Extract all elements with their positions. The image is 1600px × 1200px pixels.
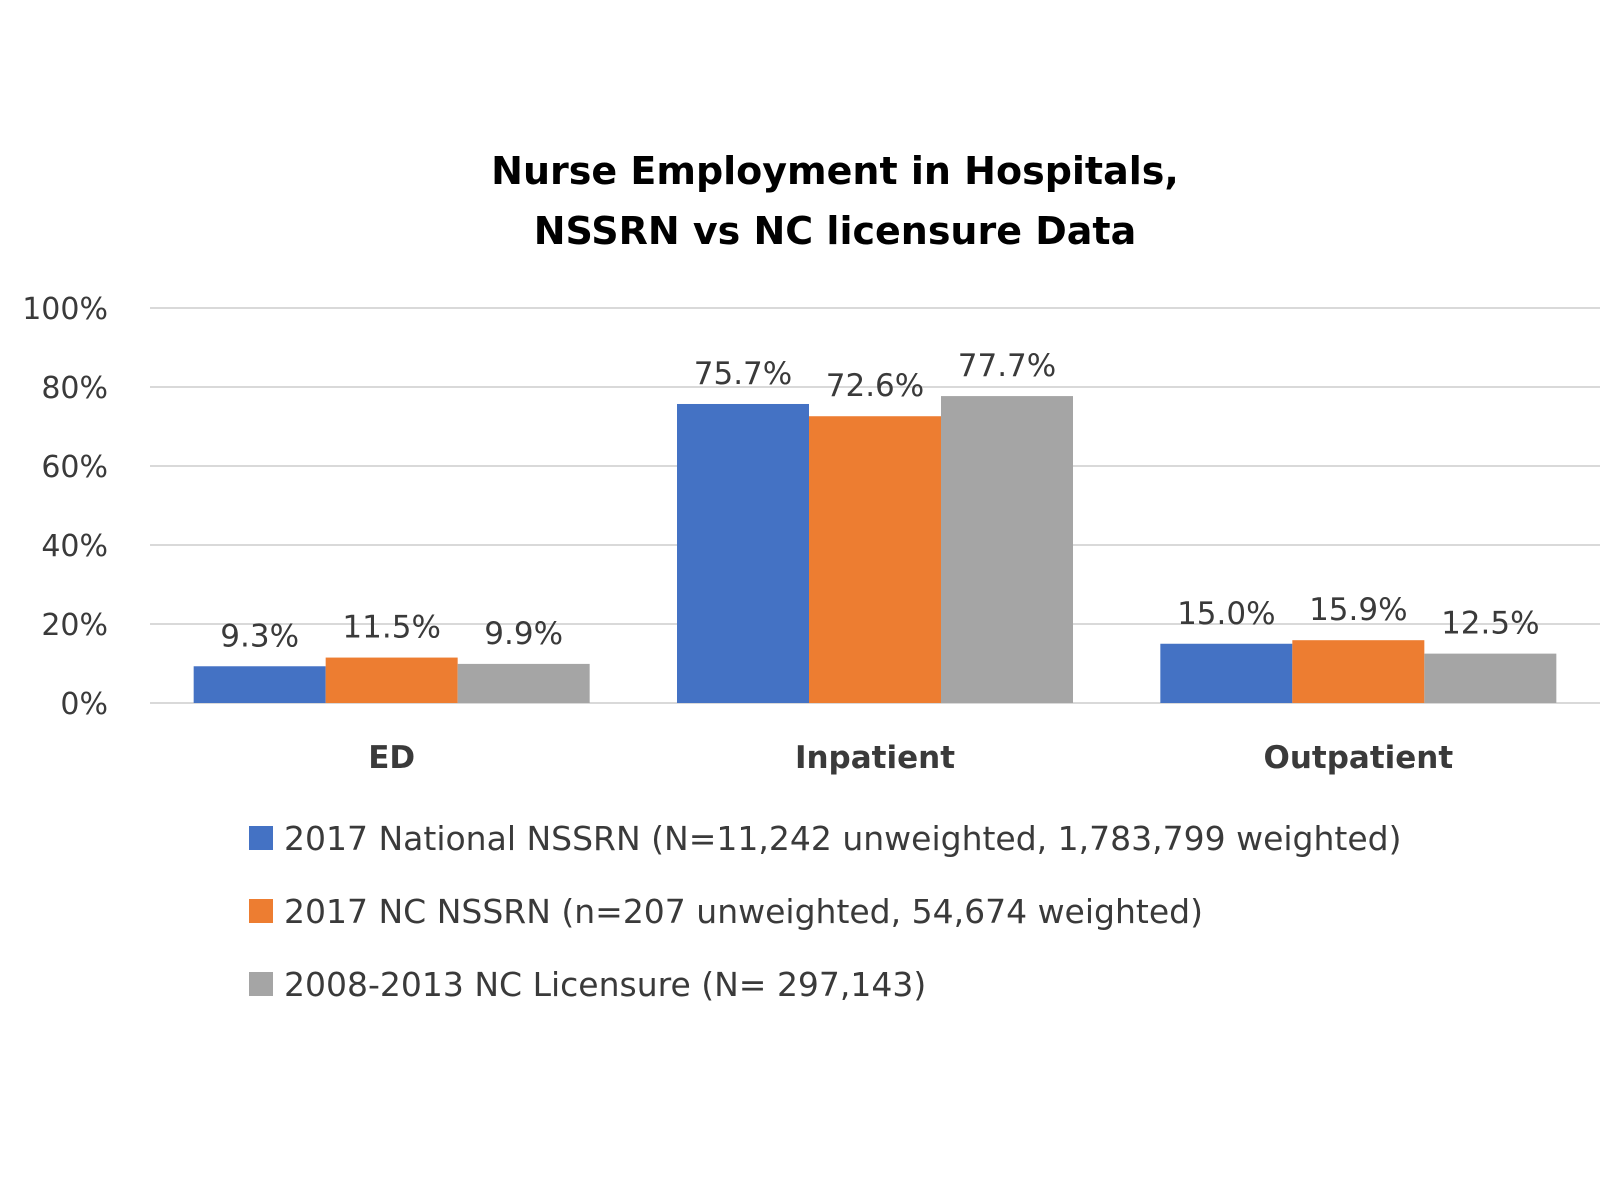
x-category-label: ED [368, 740, 415, 776]
y-tick-label: 100% [22, 292, 108, 327]
chart-title-line-2: NSSRN vs NC licensure Data [534, 209, 1136, 253]
bar-outpatient-series-3 [1424, 653, 1557, 703]
chart-title-line-1: Nurse Employment in Hospitals, [491, 149, 1179, 193]
y-tick-label: 40% [41, 529, 108, 564]
legend-label: 2017 National NSSRN (N=11,242 unweighted… [284, 819, 1401, 858]
legend-label: 2017 NC NSSRN (n=207 unweighted, 54,674 … [284, 892, 1203, 931]
data-label: 9.3% [220, 618, 299, 654]
data-label: 9.9% [484, 616, 563, 652]
data-label: 72.6% [826, 368, 924, 404]
data-label: 77.7% [958, 348, 1056, 384]
y-tick-label: 0% [60, 687, 108, 722]
legend-swatch [249, 972, 273, 996]
bar-ed-series-3 [457, 663, 590, 703]
data-label: 15.9% [1309, 592, 1407, 628]
y-tick-label: 20% [41, 608, 108, 643]
y-tick-label: 60% [41, 450, 108, 485]
legend-label: 2008-2013 NC Licensure (N= 297,143) [284, 965, 926, 1004]
legend-swatch [249, 899, 273, 923]
data-label: 11.5% [342, 610, 440, 646]
data-label: 12.5% [1441, 606, 1539, 642]
bar-inpatient-series-2 [809, 416, 941, 703]
bar-inpatient-series-1 [677, 403, 809, 703]
bar-ed-series-1 [193, 666, 326, 703]
data-label: 75.7% [694, 356, 792, 392]
bar-outpatient-series-2 [1292, 640, 1425, 703]
x-category-label: Outpatient [1263, 740, 1453, 776]
data-label: 15.0% [1177, 596, 1275, 632]
bar-inpatient-series-3 [941, 396, 1073, 703]
x-category-label: Inpatient [795, 740, 955, 776]
legend-swatch [249, 826, 273, 850]
y-tick-label: 80% [41, 371, 108, 406]
bar-ed-series-2 [325, 657, 458, 703]
bar-outpatient-series-1 [1160, 643, 1293, 703]
